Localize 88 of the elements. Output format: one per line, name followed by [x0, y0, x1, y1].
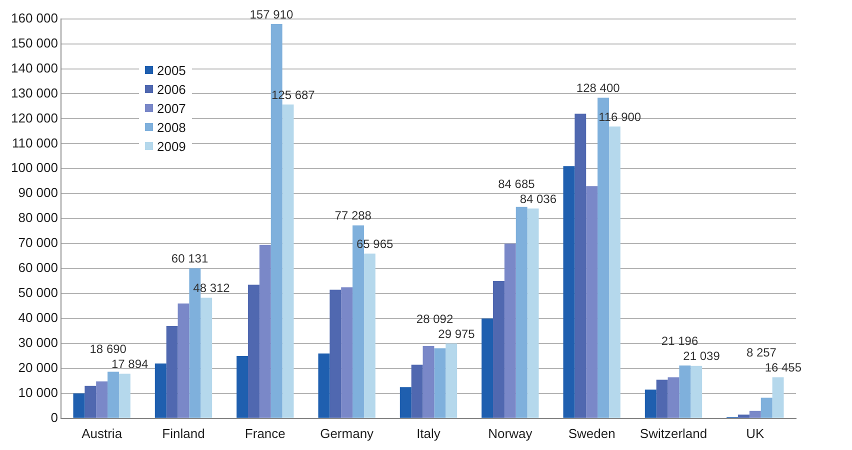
bar — [504, 244, 516, 418]
y-tick-label: 90 000 — [18, 185, 58, 200]
x-tick-label: Sweden — [568, 426, 616, 441]
data-label: 116 900 — [598, 110, 642, 124]
data-label: 28 092 — [416, 312, 454, 326]
bar — [749, 410, 761, 418]
x-tick-label: UK — [746, 426, 765, 441]
y-tick-label: 60 000 — [18, 260, 58, 276]
data-label: 21 039 — [683, 349, 720, 364]
y-tick-label: 70 000 — [18, 235, 58, 250]
data-label: 157 910 — [250, 7, 294, 22]
legend-label: 2007 — [156, 100, 186, 116]
x-tick-label: Switzerland — [640, 426, 708, 441]
bar — [400, 387, 412, 418]
bar — [516, 206, 528, 418]
y-tick-label: 20 000 — [18, 360, 58, 376]
y-tick-label: 80 000 — [18, 210, 58, 226]
bar — [738, 414, 750, 418]
data-label: 16 455 — [764, 360, 802, 375]
data-label: 128 400 — [576, 81, 620, 96]
bar — [527, 208, 539, 418]
y-tick-label: 150 000 — [10, 35, 58, 50]
bar — [411, 364, 423, 418]
data-label: 84 685 — [498, 176, 536, 191]
legend-label: 2009 — [156, 138, 186, 154]
data-label: 65 965 — [356, 236, 394, 251]
bar — [446, 344, 458, 418]
bar — [679, 365, 691, 418]
bar — [364, 254, 376, 418]
bar — [259, 244, 271, 418]
x-tick-label: Norway — [488, 426, 533, 441]
bar — [236, 356, 248, 418]
legend-label: 2006 — [156, 82, 186, 97]
data-label: 60 131 — [171, 252, 208, 266]
y-tick-label: 10 000 — [18, 385, 58, 400]
bar — [178, 304, 190, 418]
y-tick-label: 120 000 — [10, 110, 58, 126]
legend-label: 2008 — [156, 120, 186, 135]
bar — [282, 104, 294, 418]
x-tick-label: Germany — [320, 426, 374, 441]
bar — [154, 363, 166, 418]
data-label: 84 036 — [520, 192, 557, 206]
bar — [73, 393, 85, 418]
bar — [96, 381, 108, 418]
bar — [318, 353, 330, 418]
y-tick-label: 30 000 — [18, 335, 58, 350]
bar — [482, 318, 494, 418]
y-tick-label: 130 000 — [10, 85, 58, 100]
x-tick-label: Italy — [416, 426, 441, 441]
y-tick-label: 100 000 — [10, 160, 58, 176]
bar — [84, 386, 96, 418]
bar — [248, 284, 260, 418]
bar — [341, 287, 353, 418]
bar — [330, 290, 342, 418]
bar — [608, 126, 620, 418]
bar — [772, 377, 784, 418]
bar — [118, 374, 130, 418]
bar — [166, 326, 178, 418]
bar — [108, 372, 119, 418]
bar — [563, 166, 575, 418]
bar — [668, 377, 680, 418]
bar — [644, 390, 656, 418]
data-label: 125 687 — [271, 88, 316, 102]
data-label: 77 288 — [334, 208, 372, 223]
y-tick-label: 160 000 — [10, 10, 58, 26]
data-label: 18 690 — [90, 342, 127, 356]
data-label: 21 196 — [661, 334, 698, 348]
x-tick-label: Austria — [82, 426, 123, 441]
y-tick-label: 140 000 — [10, 60, 58, 76]
bar — [434, 348, 446, 418]
bar — [200, 298, 212, 418]
bar — [760, 398, 772, 418]
bar — [586, 186, 598, 418]
bar — [690, 366, 702, 418]
y-tick-label: 0 — [50, 410, 58, 425]
x-tick-label: France — [244, 426, 286, 441]
x-tick-label: Finland — [162, 426, 205, 441]
y-tick-label: 110 000 — [12, 135, 58, 150]
bar — [493, 281, 504, 418]
bar — [422, 346, 434, 418]
bar — [656, 380, 668, 418]
data-label: 17 894 — [111, 357, 149, 372]
data-label: 29 975 — [438, 326, 476, 341]
y-tick-label: 40 000 — [18, 310, 58, 326]
y-tick-label: 50 000 — [18, 285, 58, 300]
bar — [574, 114, 586, 418]
data-label: 8 257 — [746, 346, 777, 360]
legend-label: 2005 — [156, 62, 186, 78]
